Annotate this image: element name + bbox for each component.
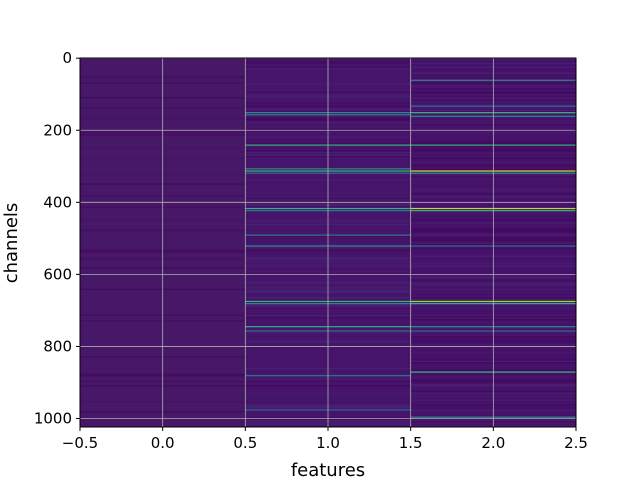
x-tick-label: 2.5 [564,434,588,452]
y-tick-label: 0 [62,49,72,67]
x-tick-label: 0.5 [233,434,257,452]
y-tick-label: 1000 [34,410,72,428]
x-tick-label: 1.5 [399,434,423,452]
y-tick-label: 400 [43,193,72,211]
x-tick-label: 0.0 [151,434,175,452]
x-axis-label: features [291,460,365,480]
y-axis-label: channels [1,203,22,284]
y-tick-label: 200 [43,121,72,139]
y-tick-label: 800 [43,337,72,355]
y-axis: 0 200 400 600 800 1000 [34,49,80,428]
x-tick-label: −0.5 [62,434,98,452]
x-axis: −0.5 0.0 0.5 1.0 1.5 2.0 2.5 [62,427,588,452]
x-tick-label: 1.0 [316,434,340,452]
x-tick-label: 2.0 [481,434,505,452]
y-tick-label: 600 [43,265,72,283]
